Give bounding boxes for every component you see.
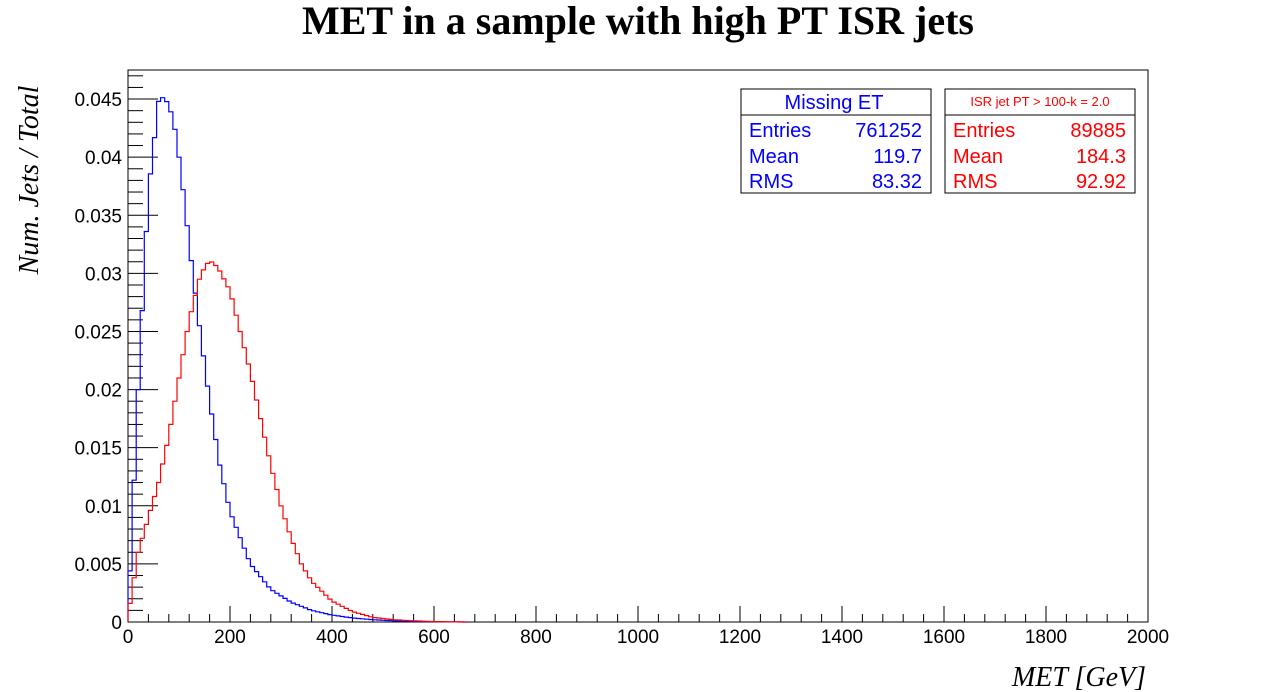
x-tick-label: 600 xyxy=(418,627,450,648)
stats-entries-value: 89885 xyxy=(1070,120,1126,142)
stats-box-title: ISR jet PT > 100-k = 2.0 xyxy=(970,94,1109,109)
stats-mean-label: Mean xyxy=(749,146,799,168)
stats-box-frame xyxy=(740,88,932,194)
y-tick-label: 0.01 xyxy=(85,497,122,518)
chart-title: MET in a sample with high PT ISR jets xyxy=(302,0,974,43)
x-tick-label: 1200 xyxy=(719,627,761,648)
stats-rms-value: 92.92 xyxy=(1076,171,1126,193)
stats-mean-label: Mean xyxy=(953,146,1003,168)
stats-entries-label: Entries xyxy=(749,120,811,142)
stats-box-missing-et: Missing ET Entries 761252 Mean 119.7 RMS… xyxy=(740,88,932,194)
x-tick-label: 2000 xyxy=(1127,627,1169,648)
y-tick-label: 0.03 xyxy=(85,264,122,285)
y-tick-label: 0 xyxy=(111,613,122,634)
x-tick-label: 0 xyxy=(123,627,134,648)
stats-mean-value: 184.3 xyxy=(1076,146,1126,168)
stats-box-title: Missing ET xyxy=(785,92,884,114)
x-tick-label: 800 xyxy=(520,627,552,648)
series-line-isr xyxy=(127,261,467,623)
x-tick-label: 400 xyxy=(316,627,348,648)
y-tick-label: 0.005 xyxy=(74,555,122,576)
series-line-missing-et xyxy=(127,97,467,623)
stats-rms-value: 83.32 xyxy=(872,171,922,193)
y-axis-title: Num. Jets / Total xyxy=(14,85,45,275)
y-axis: 0 0.005 0.01 0.015 0.02 0.025 0.03 0.035 0.04 0.0… xyxy=(74,75,158,634)
x-axis-title: MET [GeV] xyxy=(1011,662,1146,692)
x-tick-label: 1600 xyxy=(923,627,965,648)
x-axis: 0 200 400 600 800 1000 1200 1400 1600 1800 2000 xyxy=(123,606,1169,648)
y-tick-label: 0.025 xyxy=(74,322,122,343)
y-tick-label: 0.015 xyxy=(74,439,122,460)
stats-box-frame xyxy=(944,88,1136,194)
x-tick-label: 1800 xyxy=(1025,627,1067,648)
histogram-series xyxy=(127,97,467,623)
y-tick-label: 0.02 xyxy=(85,381,122,402)
y-tick-label: 0.04 xyxy=(85,148,122,169)
stats-rms-label: RMS xyxy=(953,171,997,193)
stats-rms-label: RMS xyxy=(749,171,793,193)
stats-entries-value: 761252 xyxy=(855,120,922,142)
stats-box-isr: ISR jet PT > 100-k = 2.0 Entries 89885 M… xyxy=(944,88,1136,194)
y-tick-label: 0.045 xyxy=(74,90,122,111)
x-tick-label: 200 xyxy=(214,627,246,648)
x-tick-label: 1400 xyxy=(821,627,863,648)
y-tick-label: 0.035 xyxy=(74,206,122,227)
stats-entries-label: Entries xyxy=(953,120,1015,142)
x-tick-label: 1000 xyxy=(617,627,659,648)
stats-mean-value: 119.7 xyxy=(873,146,922,168)
